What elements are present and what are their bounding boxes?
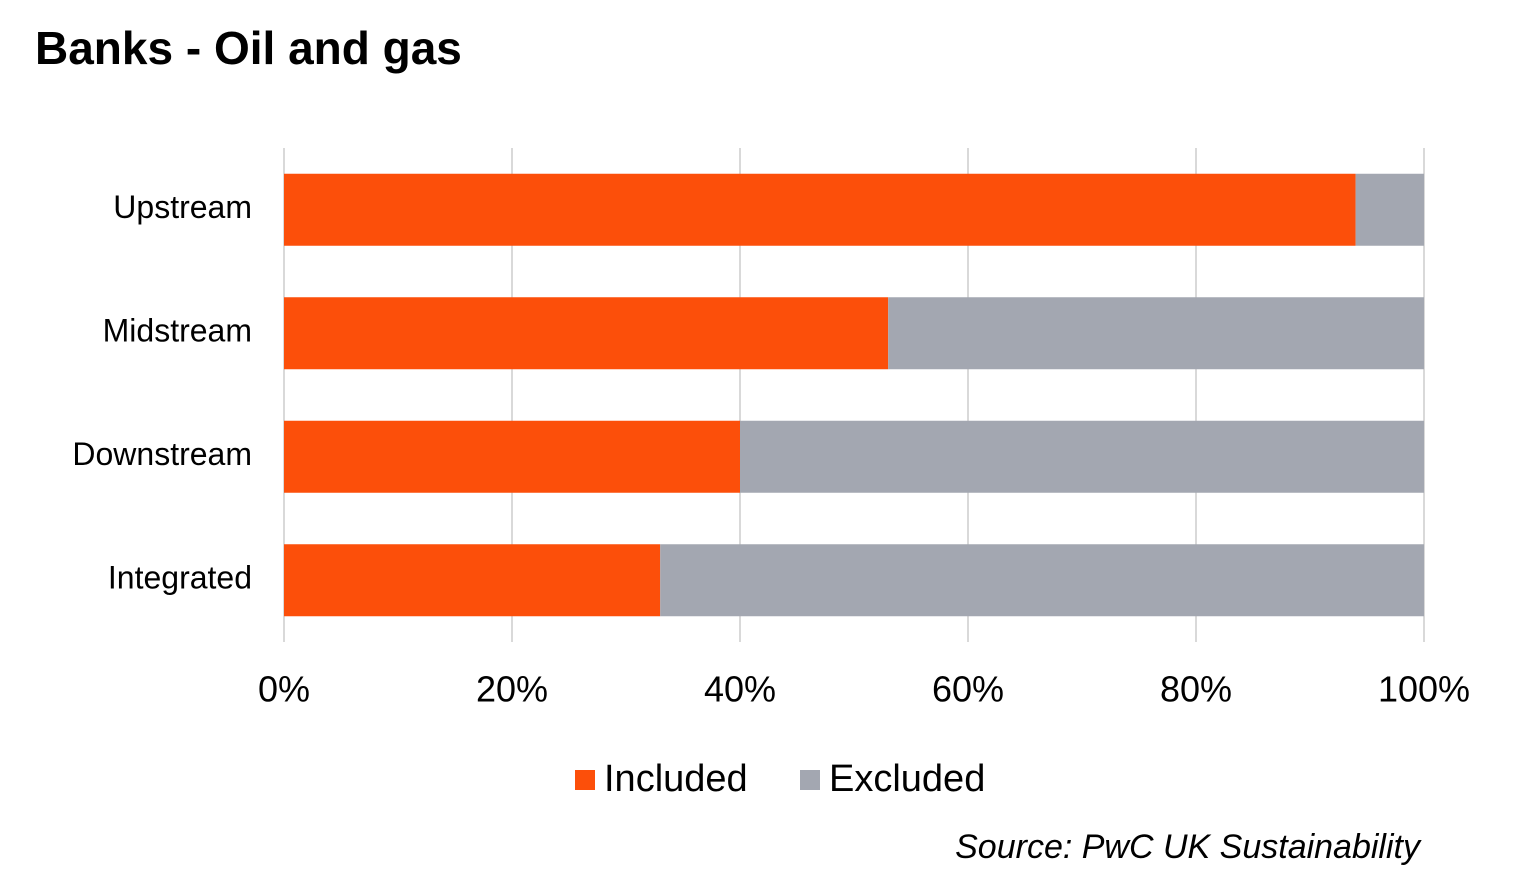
legend-label: Included [604,758,748,800]
bar-segment [284,420,740,493]
y-tick-label: Integrated [108,560,252,596]
bar-segment [284,544,661,617]
source-note: Source: PwC UK Sustainability [955,828,1422,866]
bar-segment [660,544,1424,617]
x-tick-label: 0% [258,669,310,710]
x-tick-label: 20% [476,669,548,710]
bar-segment [740,420,1424,493]
bar-segment [284,297,889,370]
y-tick-label: Midstream [103,313,252,349]
bar-segment [888,297,1424,370]
bar-segment [284,173,1356,246]
x-tick-label: 80% [1160,669,1232,710]
y-tick-label: Downstream [72,436,252,472]
legend-swatch [575,770,595,790]
legend-swatch [800,770,820,790]
chart-title: Banks - Oil and gas [35,22,462,74]
x-tick-label: 40% [704,669,776,710]
y-tick-label: Upstream [113,189,252,225]
bar-segment [1355,173,1424,246]
legend-label: Excluded [829,758,985,800]
x-tick-label: 60% [932,669,1004,710]
x-tick-label: 100% [1378,669,1470,710]
